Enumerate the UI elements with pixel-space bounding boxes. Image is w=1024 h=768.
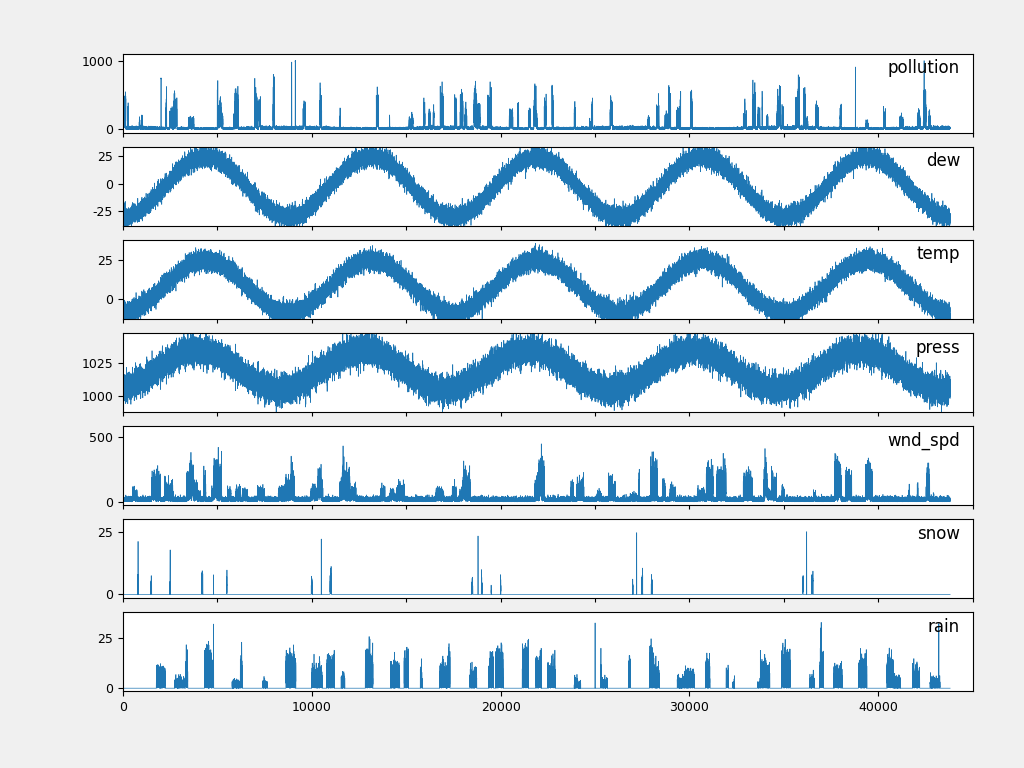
Text: wnd_spd: wnd_spd — [888, 432, 961, 450]
Text: press: press — [915, 339, 961, 356]
Text: pollution: pollution — [888, 59, 961, 78]
Text: rain: rain — [928, 617, 961, 636]
Text: snow: snow — [918, 525, 961, 543]
Text: temp: temp — [916, 246, 961, 263]
Text: dew: dew — [926, 152, 961, 170]
